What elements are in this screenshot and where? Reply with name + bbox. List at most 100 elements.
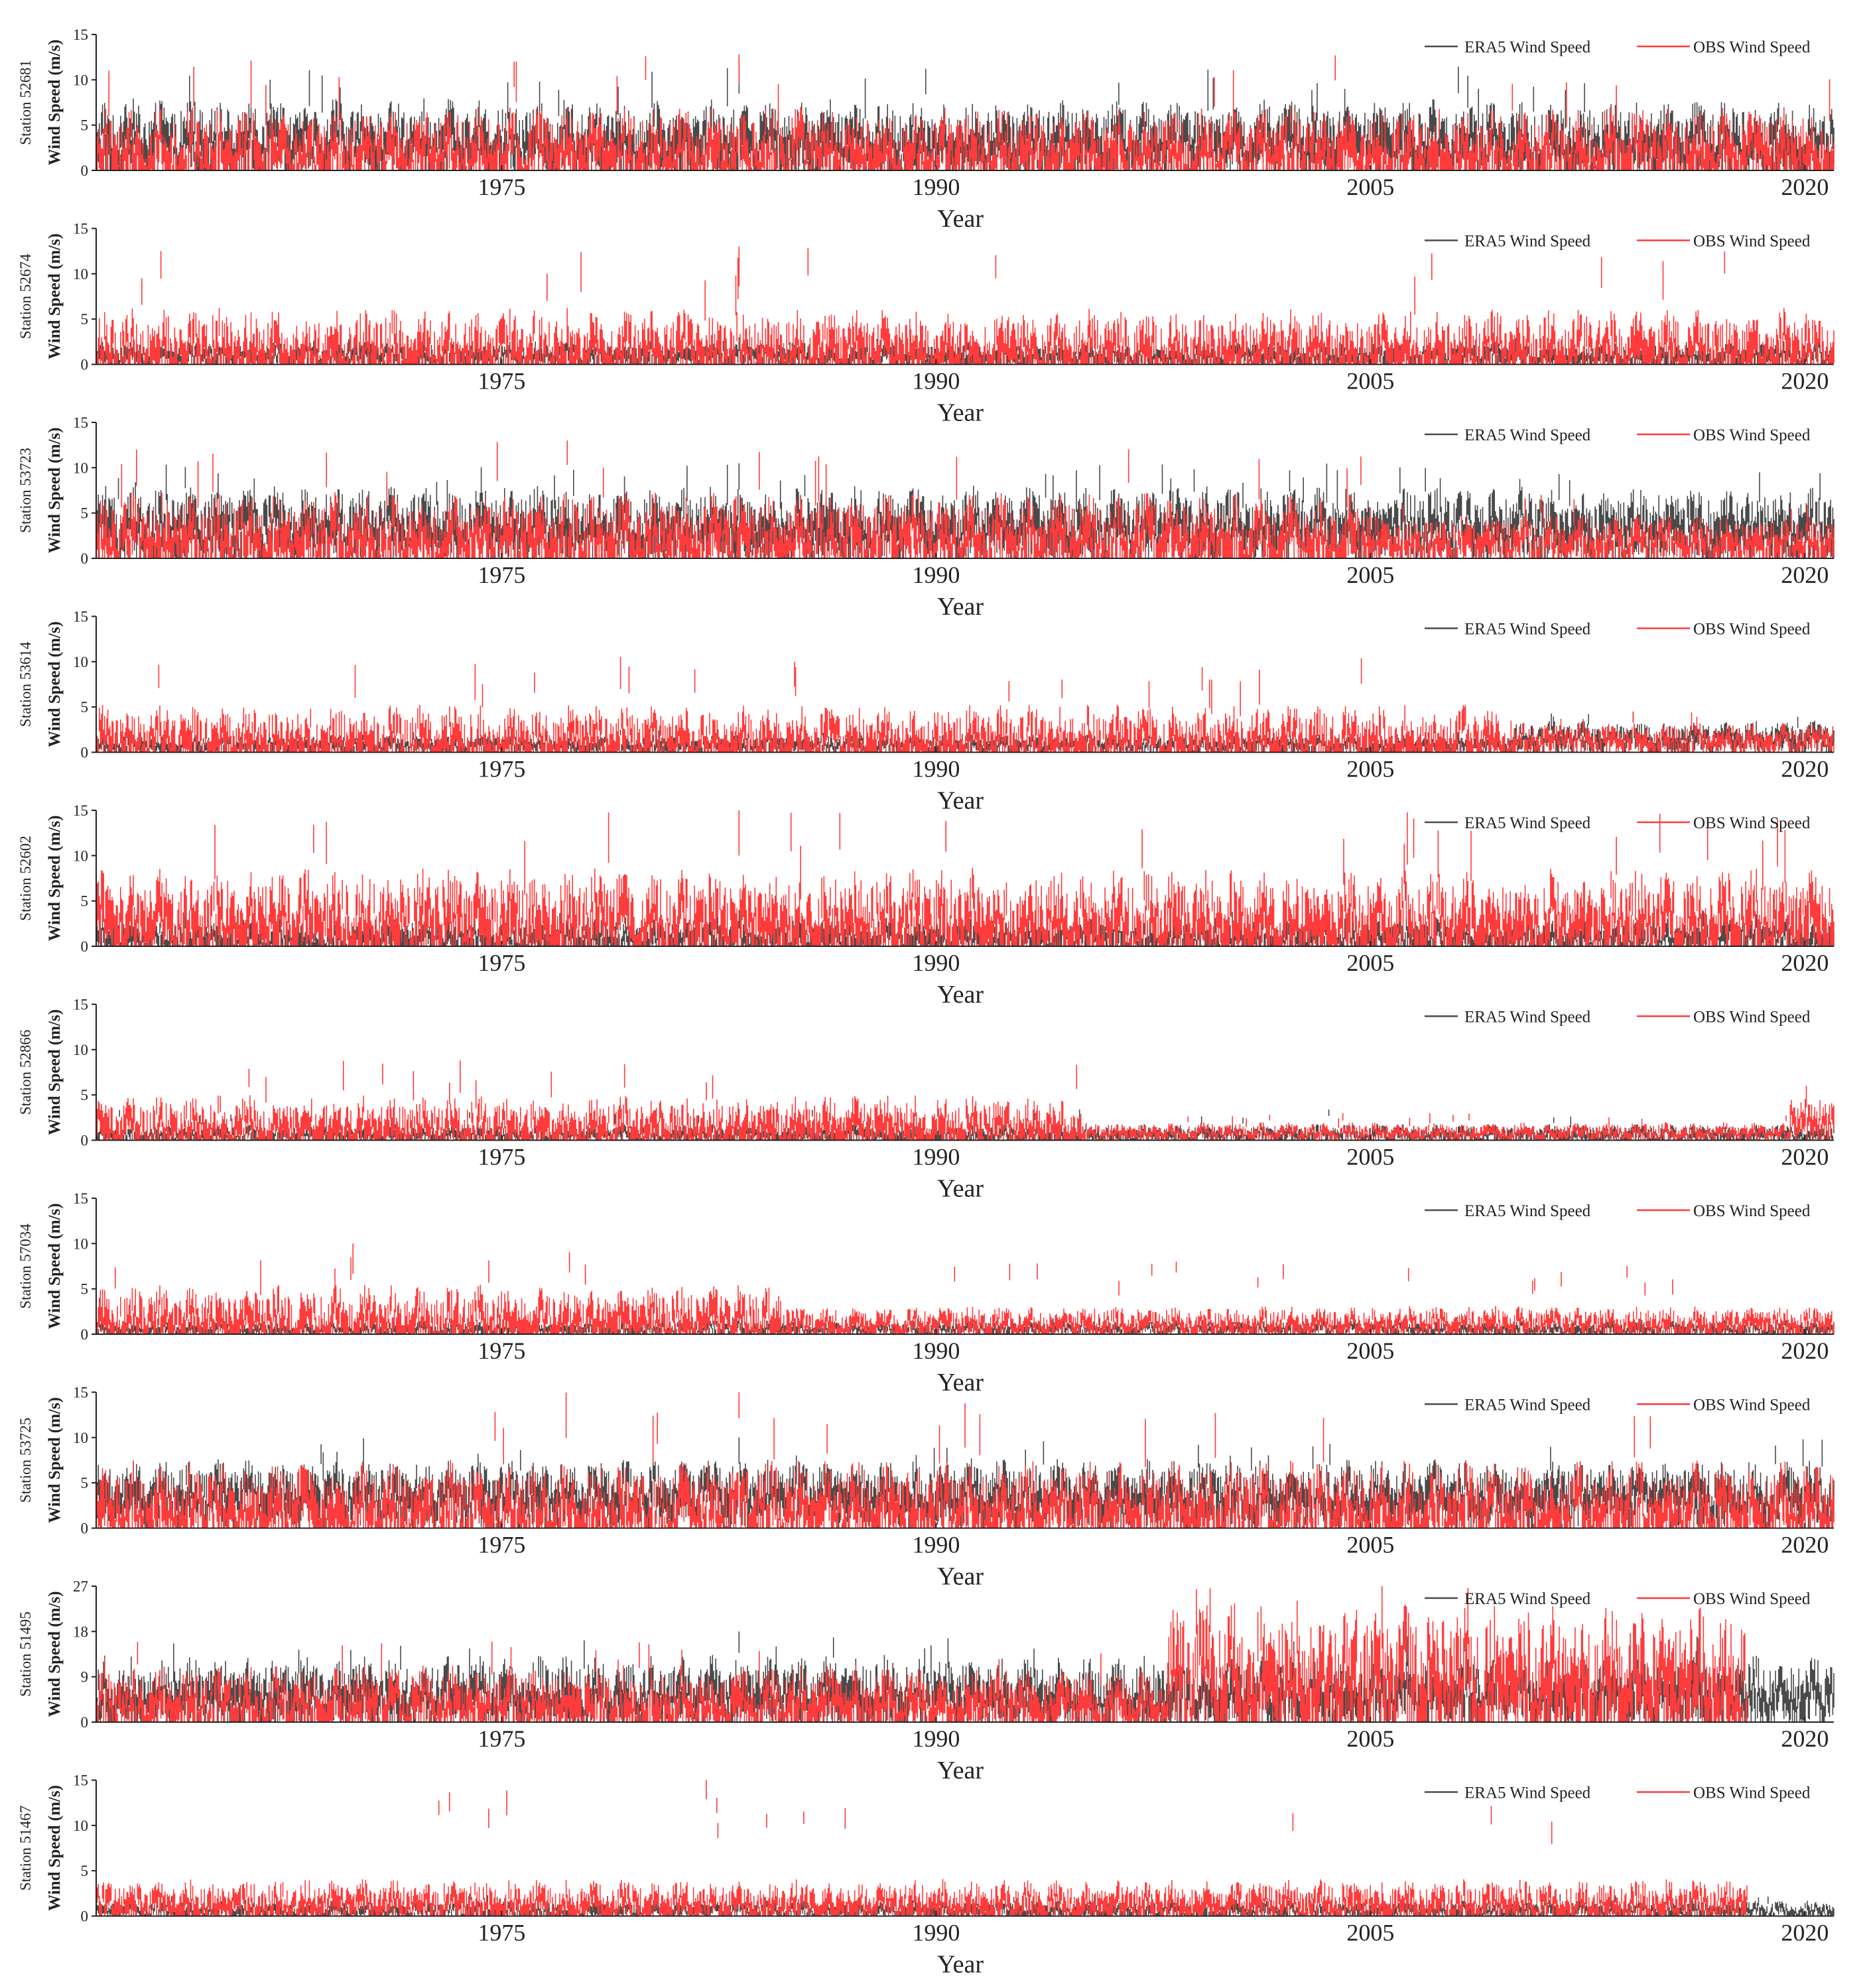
legend-obs-label: OBS Wind Speed (1693, 38, 1811, 56)
y-tick-label: 15 (73, 609, 88, 625)
y-tick-label: 0 (81, 1326, 89, 1343)
x-tick-label: 1990 (912, 1920, 960, 1946)
station-label: Station 52866 (17, 1030, 34, 1115)
y-tick-label: 0 (81, 938, 89, 955)
x-axis-title: Year (937, 205, 984, 233)
panel-5: 0 5 10 15 1975 1990 2005 2020 Year Station 52602 W… (17, 802, 1834, 1009)
y-tick-label: 10 (73, 654, 88, 670)
y-tick-label: 18 (73, 1623, 88, 1640)
y-tick-label: 10 (73, 1818, 88, 1834)
legend-obs-label: OBS Wind Speed (1693, 1397, 1811, 1414)
y-tick-label: 10 (73, 1430, 88, 1446)
legend-obs-label: OBS Wind Speed (1693, 1784, 1811, 1802)
y-axis-title: Wind Speed (m/s) (46, 233, 64, 359)
x-tick-label: 2020 (1781, 1532, 1829, 1558)
x-tick-label: 1990 (912, 756, 960, 782)
y-tick-label: 5 (81, 311, 89, 328)
legend-era5-label: ERA5 Wind Speed (1464, 1397, 1591, 1414)
panel-4: 0 5 10 15 1975 1990 2005 2020 Year Station 53614 W… (17, 609, 1834, 815)
y-tick-label: 15 (73, 1190, 88, 1207)
y-tick-label: 10 (73, 266, 88, 282)
x-tick-label: 1990 (912, 1725, 960, 1752)
x-tick-label: 1975 (478, 1725, 525, 1752)
y-tick-label: 9 (81, 1669, 89, 1686)
station-label: Station 53725 (17, 1418, 34, 1503)
x-tick-label: 2005 (1346, 1725, 1394, 1752)
legend-obs-label: OBS Wind Speed (1693, 1202, 1811, 1220)
panel-9: 0 9 18 27 1975 1990 2005 2020 Year Station 51495 W… (17, 1578, 1834, 1784)
y-tick-label: 10 (73, 847, 88, 864)
y-tick-label: 27 (73, 1578, 88, 1595)
y-axis-title: Wind Speed (m/s) (46, 1204, 64, 1330)
x-tick-label: 1990 (912, 950, 960, 976)
y-tick-label: 0 (81, 745, 89, 761)
y-axis-title: Wind Speed (m/s) (46, 1009, 64, 1135)
y-tick-label: 0 (81, 1521, 89, 1537)
x-tick-label: 2020 (1781, 950, 1829, 976)
x-axis-title: Year (937, 1757, 984, 1784)
x-tick-label: 2005 (1346, 1920, 1394, 1946)
x-tick-label: 1990 (912, 562, 960, 588)
y-tick-label: 10 (73, 460, 88, 476)
x-tick-label: 1975 (478, 562, 525, 588)
y-tick-label: 15 (73, 1772, 88, 1789)
legend-era5-label: ERA5 Wind Speed (1464, 1590, 1591, 1608)
x-axis-title: Year (937, 1369, 984, 1397)
station-label: Station 52681 (17, 60, 34, 145)
x-tick-label: 1990 (912, 1532, 960, 1558)
x-tick-label: 1975 (478, 1532, 525, 1558)
station-label: Station 53723 (17, 448, 34, 532)
x-tick-label: 1975 (478, 174, 525, 200)
legend: ERA5 Wind Speed OBS Wind Speed (1425, 426, 1811, 444)
x-tick-label: 1975 (478, 1337, 525, 1364)
x-tick-label: 2020 (1781, 368, 1829, 395)
y-tick-label: 15 (73, 802, 88, 819)
legend: ERA5 Wind Speed OBS Wind Speed (1425, 1784, 1811, 1802)
x-tick-label: 2005 (1346, 174, 1394, 200)
legend-era5-label: ERA5 Wind Speed (1464, 1784, 1591, 1802)
y-axis-title: Wind Speed (m/s) (46, 1785, 64, 1911)
legend-obs-label: OBS Wind Speed (1693, 1590, 1811, 1608)
x-tick-label: 2020 (1781, 1725, 1829, 1752)
legend-era5-label: ERA5 Wind Speed (1464, 233, 1591, 251)
x-tick-label: 2005 (1346, 1144, 1394, 1170)
y-tick-label: 0 (81, 1133, 89, 1149)
station-label: Station 51495 (17, 1611, 34, 1696)
station-label: Station 51467 (17, 1806, 34, 1891)
x-tick-label: 1975 (478, 368, 525, 395)
x-axis-title: Year (937, 593, 984, 621)
x-tick-label: 2005 (1346, 1532, 1394, 1558)
x-tick-label: 2005 (1346, 368, 1394, 395)
legend-era5-label: ERA5 Wind Speed (1464, 38, 1591, 56)
x-tick-label: 2005 (1346, 1337, 1394, 1364)
y-axis-title: Wind Speed (m/s) (46, 1591, 64, 1717)
y-axis-title: Wind Speed (m/s) (46, 816, 64, 942)
legend: ERA5 Wind Speed OBS Wind Speed (1425, 621, 1811, 639)
x-tick-label: 2020 (1781, 1144, 1829, 1170)
y-axis-title: Wind Speed (m/s) (46, 621, 64, 747)
y-tick-label: 10 (73, 1235, 88, 1252)
obs-series-line (96, 1060, 1834, 1141)
y-axis-title: Wind Speed (m/s) (46, 1397, 64, 1523)
y-tick-label: 15 (73, 27, 88, 43)
station-label: Station 52674 (17, 253, 34, 339)
x-axis-title: Year (937, 1175, 984, 1203)
y-tick-label: 10 (73, 1042, 88, 1058)
panel-8: 0 5 10 15 1975 1990 2005 2020 Year Station 53725 W… (17, 1385, 1834, 1591)
y-tick-label: 5 (81, 1863, 89, 1879)
panel-2: 0 5 10 15 1975 1990 2005 2020 Year Station 52674 W… (17, 221, 1834, 427)
y-tick-label: 5 (81, 505, 89, 522)
y-tick-label: 5 (81, 699, 89, 715)
y-tick-label: 15 (73, 1385, 88, 1401)
y-tick-label: 0 (81, 550, 89, 567)
legend-obs-label: OBS Wind Speed (1693, 621, 1811, 639)
y-axis-title: Wind Speed (m/s) (46, 40, 64, 166)
x-tick-label: 2005 (1346, 950, 1394, 976)
y-tick-label: 5 (81, 1281, 89, 1298)
legend: ERA5 Wind Speed OBS Wind Speed (1425, 1202, 1811, 1220)
panel-1: 0 5 10 15 1975 1990 2005 2020 Year Station 52681 W… (17, 27, 1834, 233)
y-tick-label: 0 (81, 162, 89, 179)
y-tick-label: 0 (81, 1714, 89, 1731)
obs-series-line (96, 1243, 1834, 1334)
y-tick-label: 5 (81, 893, 89, 910)
